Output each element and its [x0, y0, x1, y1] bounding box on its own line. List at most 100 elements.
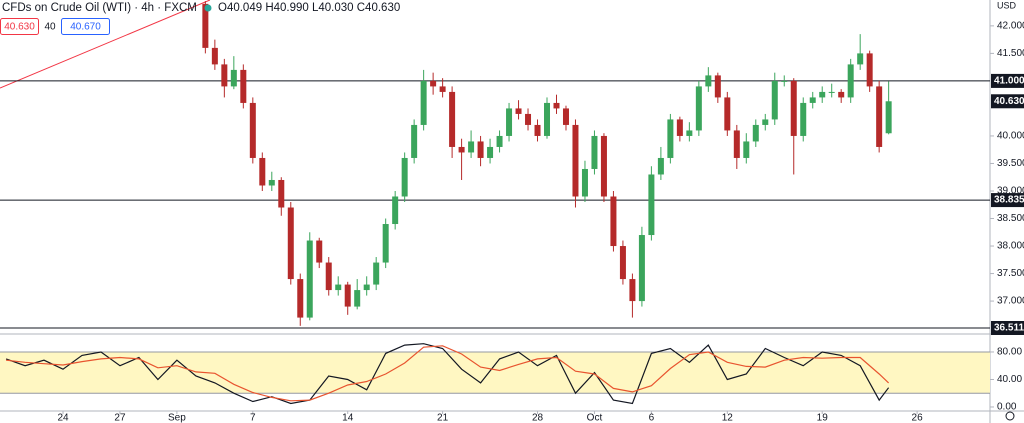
candle-body	[838, 91, 845, 98]
candle-body	[306, 240, 313, 318]
candle-body	[420, 80, 427, 125]
x-tick-label: 14	[342, 413, 354, 423]
last-price-box	[991, 94, 1024, 109]
candle-body	[515, 108, 522, 114]
candle-body	[790, 80, 797, 136]
candle-body	[316, 240, 323, 263]
symbol-title: CFDs on Crude Oil (WTI) · 4h · FXCM	[2, 2, 197, 14]
candle-body	[221, 64, 228, 87]
candle-body	[857, 53, 864, 65]
candle-body	[458, 146, 465, 153]
candle-body	[211, 47, 218, 65]
level-label: 38.835	[994, 195, 1024, 206]
y-tick-label: 0.00	[997, 402, 1017, 413]
x-tick-label: 19	[817, 413, 829, 423]
x-tick-label: 26	[912, 413, 924, 423]
candle-body	[439, 86, 446, 92]
stoch-line	[6, 345, 890, 402]
candle-body	[743, 141, 750, 158]
candle-body	[657, 157, 664, 175]
x-tick-label: 24	[57, 413, 69, 423]
x-tick-label: 12	[722, 413, 734, 423]
x-tick-label: 21	[437, 413, 449, 423]
level-label: 36.511	[994, 323, 1024, 334]
candle-body	[581, 168, 588, 197]
level-label-box	[991, 73, 1024, 88]
y-tick-label: 39.500	[997, 158, 1024, 169]
y-tick-label: 38.500	[997, 213, 1024, 224]
candle-body	[287, 207, 294, 280]
x-tick-label: 7	[250, 413, 256, 423]
candle-body	[335, 284, 342, 291]
x-tick-label: 6	[649, 413, 655, 423]
candle-body	[809, 97, 816, 103]
candle-body	[800, 102, 807, 136]
y-tick-label: 39.000	[997, 186, 1024, 197]
candle-body	[562, 108, 569, 125]
settings-icon[interactable]	[1005, 411, 1015, 421]
y-tick-label: 37.000	[997, 296, 1024, 307]
candle-body	[686, 130, 693, 136]
buy-button[interactable]	[61, 18, 110, 35]
candle-body	[268, 179, 275, 186]
candle-body	[629, 279, 636, 302]
candle-body	[752, 124, 759, 142]
candle-body	[449, 91, 456, 147]
candle-body	[363, 284, 370, 291]
trendline	[0, 0, 211, 89]
candle-body	[344, 284, 351, 307]
candle-body	[885, 101, 892, 134]
y-tick-label: 80.00	[997, 347, 1022, 358]
ohlc-legend: O40.049 H40.990 L40.030 C40.630	[218, 2, 400, 14]
candle-body	[572, 124, 579, 197]
candle-body	[373, 262, 380, 285]
currency: USD	[997, 0, 1017, 10]
candle-body	[724, 97, 731, 131]
candle-body	[600, 135, 607, 197]
candle-body	[553, 102, 560, 109]
candle-body	[249, 102, 256, 158]
level-label-box	[991, 193, 1024, 208]
x-tick-label: Oct	[587, 413, 603, 423]
candle-body	[487, 146, 494, 158]
candle-body	[259, 157, 266, 186]
candle-body	[297, 279, 304, 318]
candle-body	[477, 141, 484, 158]
candle-body	[468, 141, 475, 153]
buy-price: 40.670	[70, 22, 101, 33]
candle-body	[676, 119, 683, 136]
candle-body	[695, 86, 702, 131]
candle-body	[392, 196, 399, 225]
candle-body	[876, 86, 883, 147]
candle-body	[411, 124, 418, 158]
candle-body	[667, 119, 674, 158]
y-tick-label: 38.000	[997, 241, 1024, 252]
x-tick-label: 27	[114, 413, 126, 423]
market-status	[204, 4, 212, 12]
last-price-label: 40.630	[994, 96, 1024, 107]
x-tick-label: 28	[532, 413, 544, 423]
level-label-box	[991, 320, 1024, 335]
candle-body	[525, 113, 532, 125]
sell-price: 40.630	[4, 22, 35, 33]
candle-body	[591, 135, 598, 169]
x-tick-label: Sep	[168, 413, 186, 423]
y-tick-label: 42.000	[997, 21, 1024, 32]
stoch-line	[5, 343, 890, 405]
candle-body	[771, 80, 778, 120]
candle-body	[382, 224, 389, 263]
candle-body	[619, 246, 626, 280]
candle-body	[866, 53, 873, 87]
candle-body	[240, 69, 247, 103]
candle-body	[705, 75, 712, 87]
candle-body	[828, 91, 835, 93]
candle-body	[325, 262, 332, 291]
spread: 40	[44, 22, 56, 33]
y-tick-label: 40.000	[997, 131, 1024, 142]
candle-body	[733, 130, 740, 158]
y-tick-label: 41.500	[997, 48, 1024, 59]
sell-button[interactable]	[0, 18, 39, 35]
candle-body	[781, 80, 788, 82]
